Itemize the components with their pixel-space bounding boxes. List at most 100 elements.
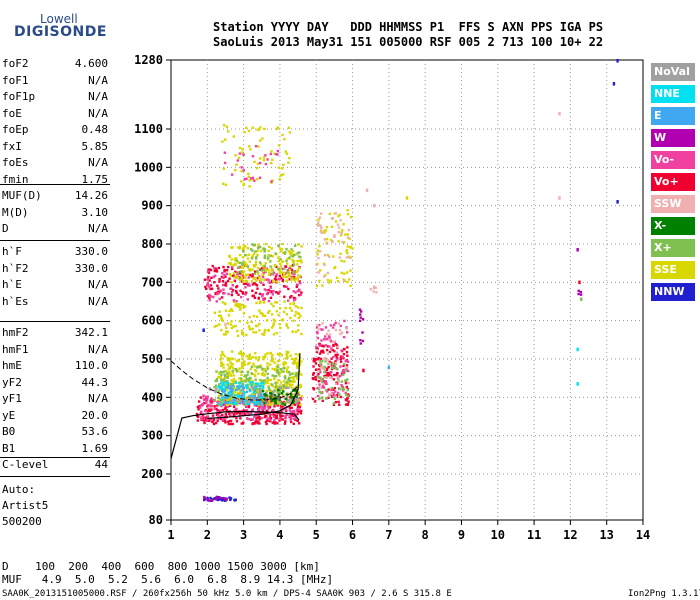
data-point bbox=[285, 152, 289, 155]
data-point bbox=[220, 328, 223, 332]
data-point bbox=[258, 176, 262, 179]
data-point bbox=[250, 418, 253, 421]
data-point bbox=[295, 285, 298, 289]
param-value: N/A bbox=[88, 106, 108, 120]
data-point bbox=[252, 294, 255, 297]
data-point bbox=[358, 319, 362, 323]
data-point bbox=[258, 245, 262, 249]
data-point bbox=[226, 376, 229, 379]
data-point bbox=[209, 405, 212, 408]
data-point bbox=[251, 418, 254, 421]
data-point bbox=[345, 331, 349, 334]
data-point bbox=[199, 412, 203, 415]
data-point bbox=[286, 275, 289, 279]
data-point bbox=[279, 415, 282, 419]
data-point bbox=[243, 253, 247, 257]
data-point bbox=[214, 498, 217, 501]
data-point bbox=[311, 397, 315, 401]
data-point bbox=[299, 314, 302, 318]
data-point bbox=[290, 406, 294, 410]
data-point bbox=[290, 248, 293, 251]
data-point bbox=[268, 406, 272, 409]
data-point bbox=[337, 380, 341, 383]
data-point bbox=[267, 407, 270, 410]
data-point bbox=[350, 215, 353, 219]
data-point bbox=[268, 398, 271, 402]
data-point bbox=[280, 409, 283, 413]
param-key: B1 bbox=[2, 441, 16, 455]
data-point bbox=[344, 403, 348, 406]
data-point bbox=[276, 280, 279, 284]
data-point bbox=[282, 390, 285, 393]
data-point bbox=[345, 364, 349, 367]
data-point bbox=[285, 323, 288, 326]
data-point bbox=[261, 275, 265, 279]
data-point bbox=[260, 267, 264, 270]
data-point bbox=[284, 377, 287, 380]
param-key: C-level bbox=[2, 458, 49, 471]
data-point bbox=[278, 413, 282, 416]
data-point bbox=[232, 300, 236, 304]
data-point bbox=[240, 394, 243, 398]
data-point bbox=[204, 287, 208, 291]
data-point bbox=[217, 496, 221, 499]
data-point bbox=[331, 395, 335, 398]
data-point bbox=[255, 279, 258, 282]
data-point bbox=[276, 153, 279, 156]
data-point bbox=[246, 247, 250, 250]
data-point bbox=[243, 360, 246, 363]
data-point bbox=[243, 177, 246, 181]
data-point bbox=[263, 393, 266, 396]
data-point bbox=[291, 383, 294, 386]
data-point bbox=[230, 307, 233, 311]
data-point bbox=[232, 299, 236, 302]
data-point bbox=[241, 383, 245, 386]
param-key: fxI bbox=[2, 139, 22, 153]
data-point bbox=[246, 273, 250, 276]
data-point bbox=[288, 250, 291, 254]
data-point bbox=[297, 391, 300, 394]
data-point bbox=[270, 402, 273, 406]
data-point bbox=[239, 308, 242, 311]
data-point bbox=[264, 154, 267, 157]
data-point bbox=[321, 322, 324, 325]
data-point bbox=[206, 405, 209, 408]
data-point bbox=[346, 251, 349, 255]
data-point bbox=[313, 400, 317, 403]
data-point bbox=[259, 364, 262, 367]
data-point bbox=[335, 382, 338, 386]
data-point bbox=[265, 422, 268, 426]
data-point bbox=[210, 397, 213, 401]
data-point bbox=[244, 279, 247, 282]
data-point bbox=[280, 318, 284, 321]
data-point bbox=[233, 499, 237, 502]
data-point bbox=[281, 173, 285, 176]
param-key: foEp bbox=[2, 123, 29, 136]
data-point bbox=[270, 302, 273, 306]
x-tick-label: 5 bbox=[313, 528, 320, 542]
param-value: N/A bbox=[88, 90, 108, 103]
data-point bbox=[292, 375, 295, 379]
data-point bbox=[238, 381, 242, 385]
data-point bbox=[326, 253, 330, 257]
data-point bbox=[231, 366, 234, 369]
legend-item-w: W bbox=[651, 129, 695, 147]
data-point bbox=[315, 325, 319, 329]
data-point bbox=[290, 268, 294, 272]
data-point bbox=[270, 247, 273, 250]
data-point bbox=[245, 410, 248, 414]
data-point bbox=[273, 374, 277, 378]
data-point bbox=[237, 246, 240, 249]
data-point bbox=[263, 355, 267, 359]
data-point bbox=[345, 271, 349, 274]
data-point bbox=[235, 385, 239, 388]
param-separator bbox=[0, 184, 110, 185]
data-point bbox=[259, 126, 262, 129]
data-point bbox=[223, 273, 226, 277]
data-point bbox=[243, 398, 247, 402]
data-point bbox=[318, 279, 321, 283]
data-point bbox=[277, 259, 280, 263]
data-point bbox=[229, 382, 232, 386]
data-point bbox=[276, 368, 279, 372]
data-point bbox=[230, 246, 233, 249]
